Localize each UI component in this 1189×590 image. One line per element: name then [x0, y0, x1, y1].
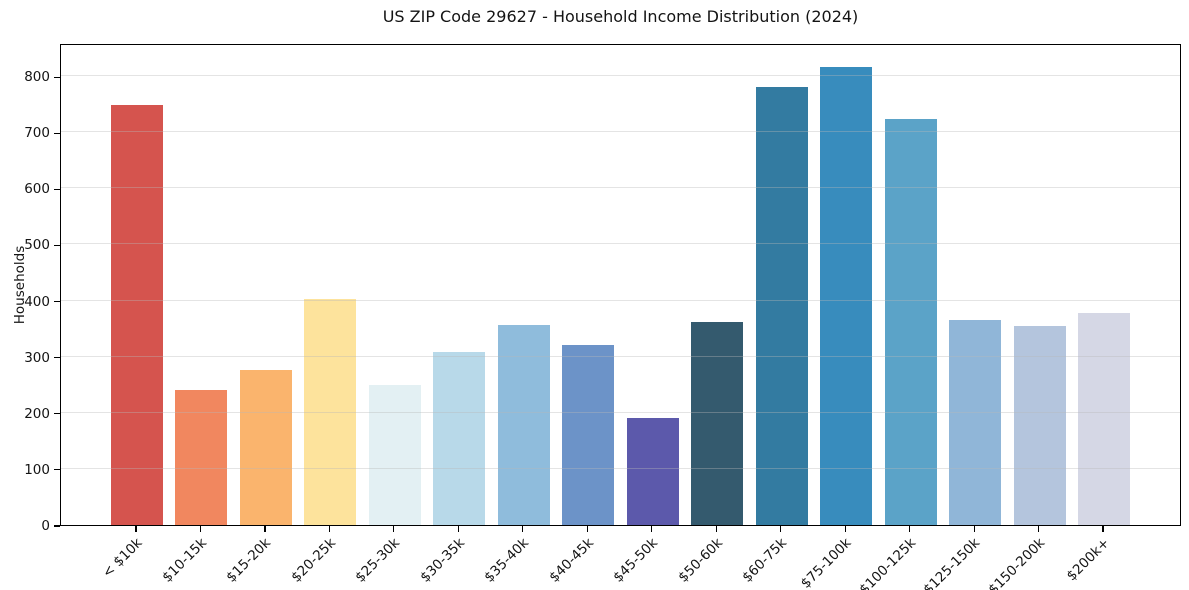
- y-tick-label-400: 400: [24, 293, 50, 310]
- y-tick-label-500: 500: [24, 237, 50, 254]
- x-tick-mark-$150-200k: [1037, 526, 1040, 532]
- x-tick-label-$20-25k: $20-25k: [288, 535, 339, 586]
- x-tick-label-< $10k: < $10k: [99, 535, 146, 582]
- x-tick-mark-$200k+: [1102, 526, 1104, 532]
- plot-inner: [61, 45, 1180, 525]
- x-tick-mark-$60-75k: [780, 526, 782, 532]
- x-tick-label-$40-45k: $40-45k: [545, 535, 597, 586]
- x-tick-mark-$30-35k: [457, 526, 459, 532]
- x-tick-mark-$20-25k: [328, 526, 330, 532]
- x-tick-label-$15-20k: $15-20k: [223, 535, 275, 586]
- y-tick-mark-400: [54, 300, 60, 303]
- y-tick-mark-700: [54, 132, 60, 134]
- gridline-600: [61, 187, 1180, 189]
- gridline-100: [61, 467, 1180, 469]
- x-tick-mark-$40-45k: [586, 526, 588, 532]
- gridline-400: [61, 299, 1180, 301]
- gridline-500: [61, 243, 1180, 245]
- chart-title: US ZIP Code 29627 - Household Income Dis…: [382, 7, 859, 26]
- x-tick-label-$200k+: $200k+: [1063, 535, 1113, 585]
- gridline-700: [61, 131, 1180, 133]
- bar-$15-20k: [239, 369, 292, 525]
- y-tick-mark-300: [54, 357, 60, 359]
- y-axis-label: Households: [12, 245, 28, 325]
- gridline-300: [61, 355, 1180, 357]
- x-tick-label-$10-15k: $10-15k: [159, 535, 210, 586]
- y-tick-label-800: 800: [24, 69, 50, 86]
- x-tick-mark-$25-30k: [393, 526, 395, 532]
- x-tick-label-$25-30k: $25-30k: [352, 535, 404, 586]
- bar-$40-45k: [562, 345, 615, 525]
- bar-< $10k: [111, 105, 163, 525]
- bar-$10-15k: [175, 390, 228, 525]
- x-tick-mark-$125-150k: [973, 526, 975, 532]
- x-tick-label-$100-125k: $100-125k: [856, 535, 919, 590]
- x-tick-label-$75-100k: $75-100k: [797, 535, 855, 590]
- bar-$75-100k: [820, 67, 873, 525]
- bar-$35-40k: [497, 324, 550, 525]
- gridline-200: [61, 411, 1180, 413]
- bar-$60-75k: [755, 87, 808, 525]
- y-tick-label-600: 600: [24, 181, 50, 198]
- bar-$45-50k: [626, 418, 679, 525]
- y-tick-label-300: 300: [24, 349, 50, 366]
- x-tick-mark-$45-50k: [651, 526, 653, 532]
- bar-$25-30k: [368, 384, 421, 525]
- x-tick-mark-$75-100k: [844, 526, 846, 532]
- gridline-800: [61, 75, 1180, 77]
- y-tick-mark-500: [54, 244, 60, 247]
- x-tick-label-$30-35k: $30-35k: [416, 535, 468, 586]
- y-tick-mark-800: [54, 76, 60, 78]
- bar-$30-35k: [433, 352, 486, 525]
- y-tick-label-200: 200: [24, 405, 50, 422]
- x-tick-mark-$15-20k: [264, 526, 266, 532]
- x-tick-mark-$100-125k: [909, 526, 911, 532]
- x-tick-label-$150-200k: $150-200k: [985, 535, 1048, 590]
- x-tick-mark-< $10k: [135, 526, 137, 532]
- bar-$200k+: [1078, 313, 1131, 525]
- x-tick-mark-$50-60k: [715, 526, 717, 532]
- x-tick-mark-$35-40k: [522, 526, 524, 532]
- x-tick-label-$125-150k: $125-150k: [920, 535, 984, 590]
- y-tick-label-100: 100: [24, 461, 50, 478]
- y-tick-label-700: 700: [24, 125, 50, 142]
- y-tick-mark-200: [54, 413, 60, 415]
- x-tick-label-$50-60k: $50-60k: [674, 535, 726, 586]
- bar-$100-125k: [884, 118, 937, 525]
- bar-$20-25k: [304, 298, 357, 525]
- x-tick-label-$60-75k: $60-75k: [739, 535, 791, 586]
- bar-$50-60k: [691, 322, 744, 525]
- bar-$125-150k: [949, 320, 1002, 525]
- y-tick-mark-600: [54, 188, 60, 190]
- x-tick-mark-$10-15k: [199, 526, 202, 532]
- y-tick-label-0: 0: [41, 518, 50, 534]
- y-tick-mark-0: [54, 525, 60, 527]
- x-tick-label-$45-50k: $45-50k: [610, 535, 662, 586]
- plot-area: [60, 44, 1181, 526]
- y-tick-mark-100: [54, 469, 60, 471]
- bar-$150-200k: [1013, 326, 1066, 525]
- x-tick-label-$35-40k: $35-40k: [481, 535, 533, 586]
